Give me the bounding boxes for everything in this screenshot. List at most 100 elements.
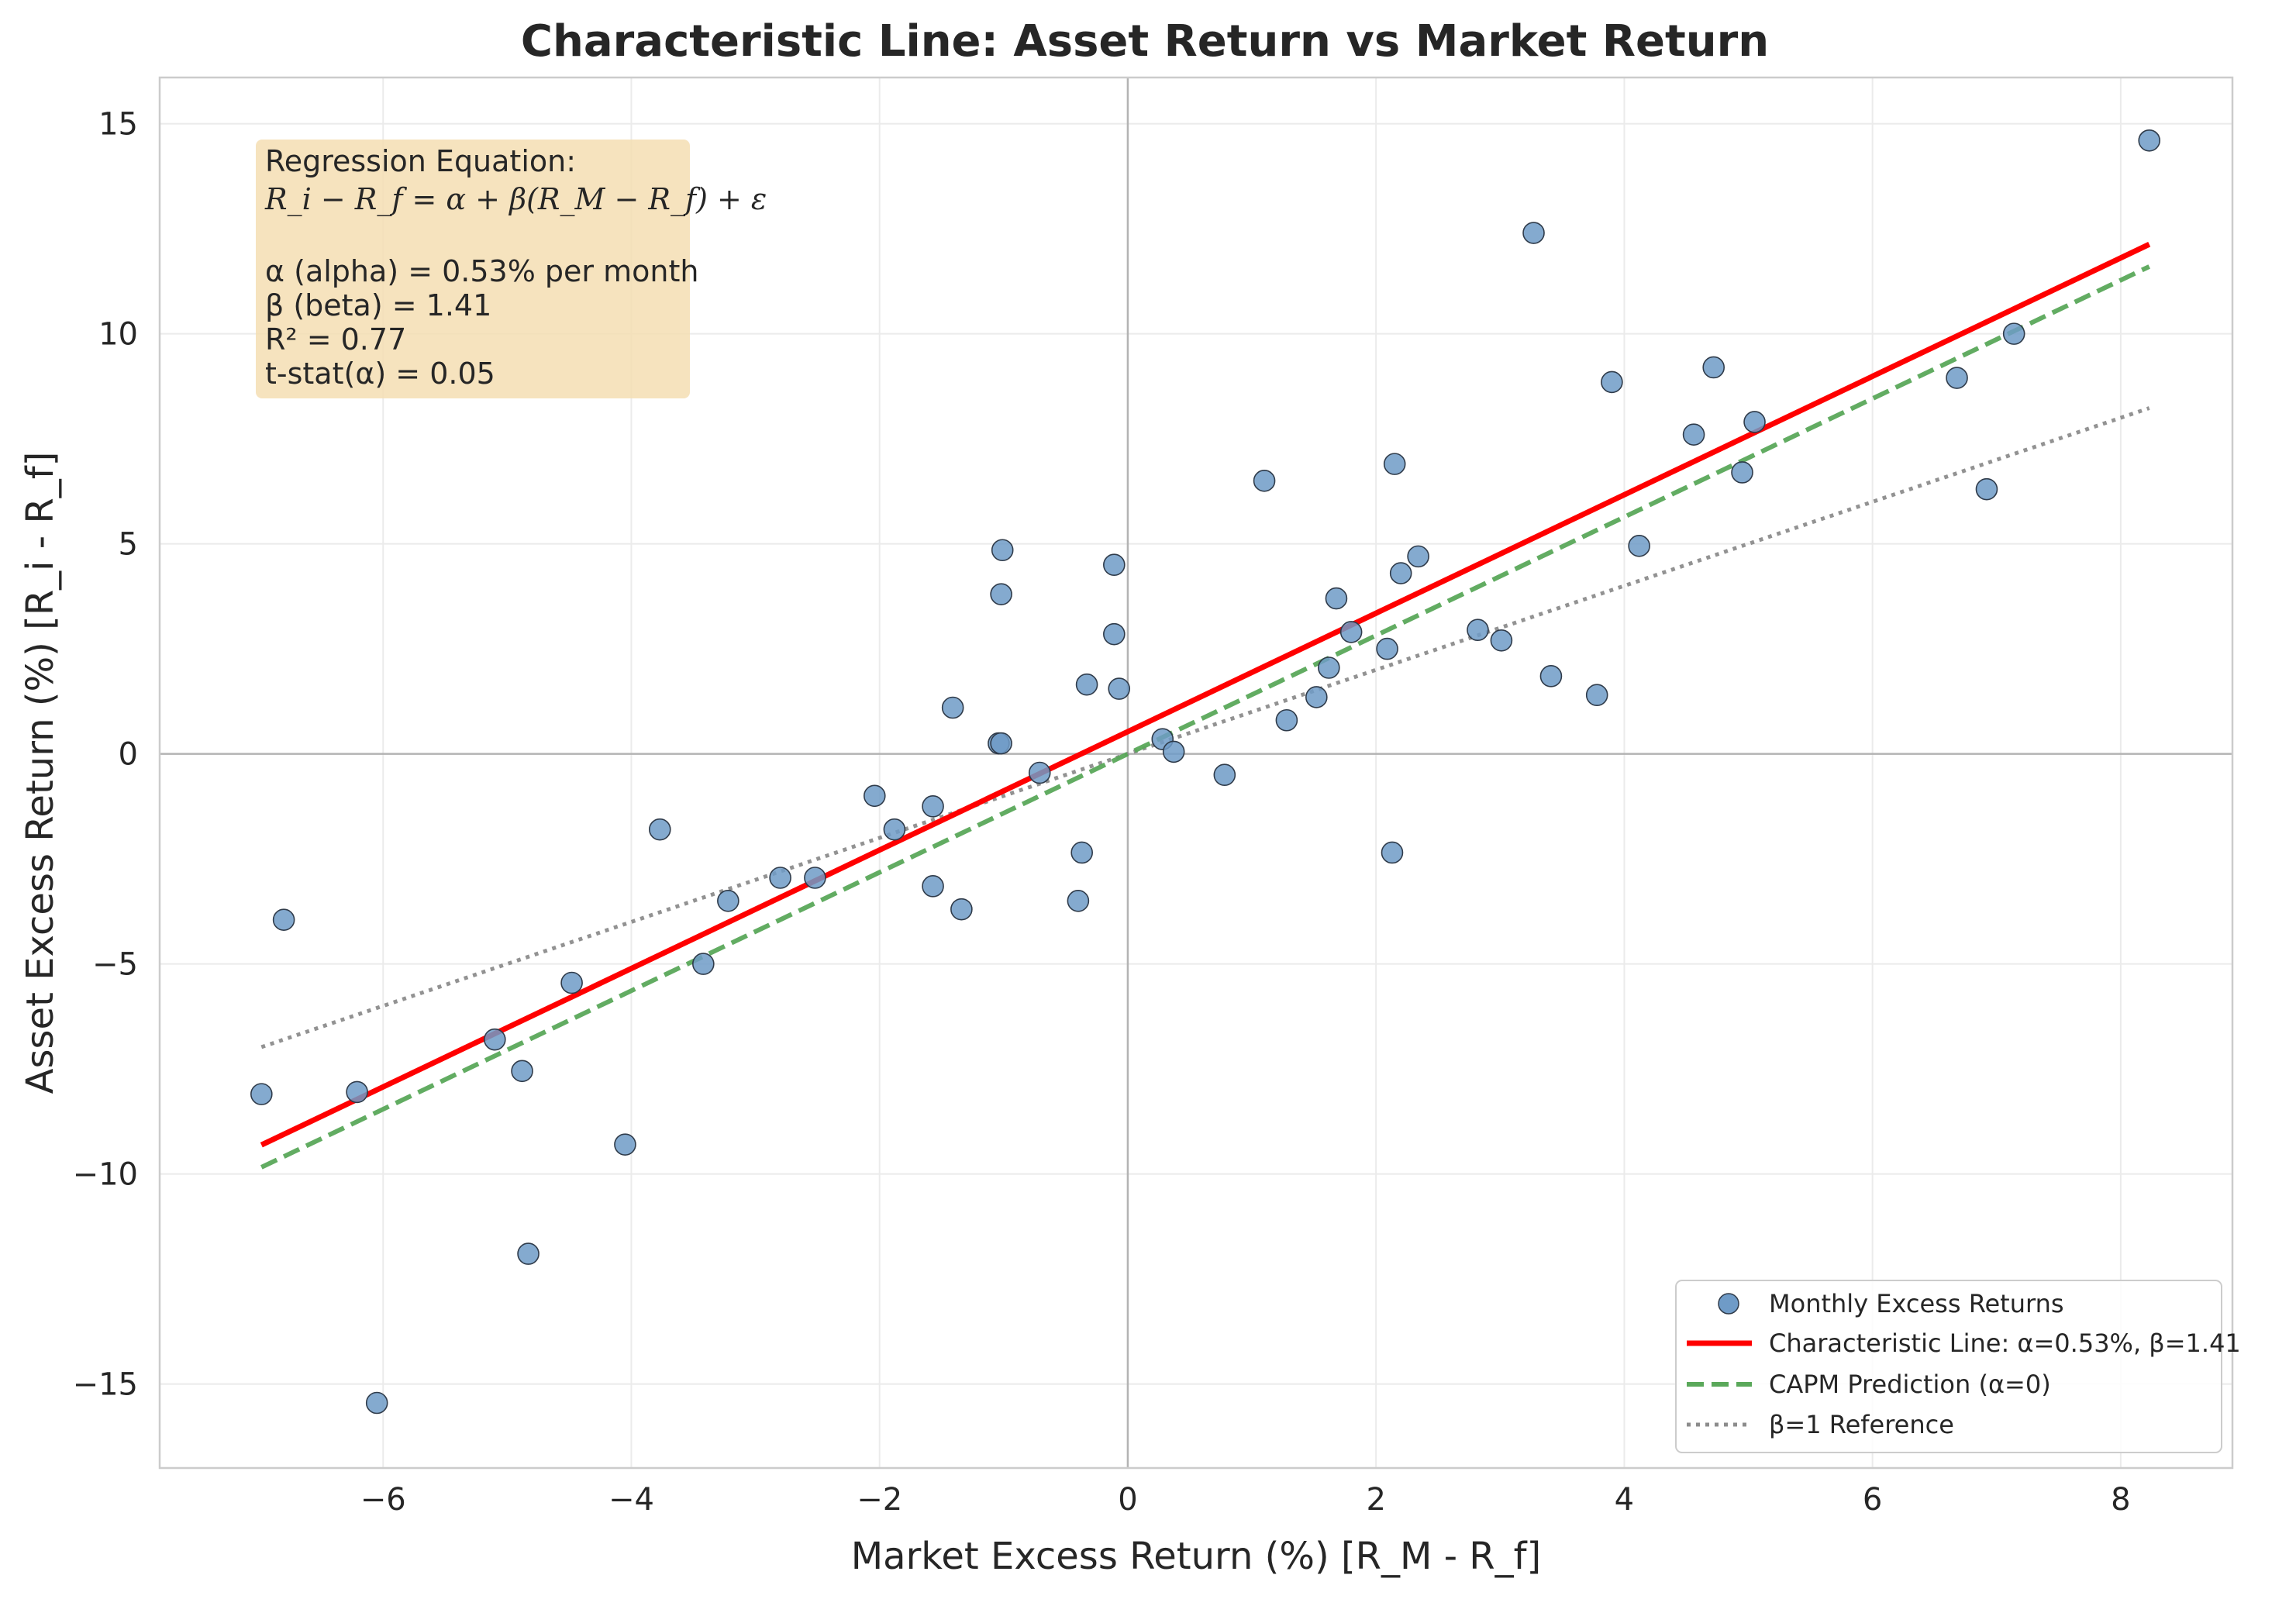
x-tick-label: 0: [1118, 1482, 1137, 1518]
lines-layer: [260, 242, 2151, 1170]
beta-one-reference-line: [260, 406, 2150, 1049]
grid-lines: [160, 78, 2232, 1468]
data-point: [648, 818, 671, 841]
data-point: [484, 1028, 506, 1051]
x-tick-label: −4: [608, 1482, 654, 1518]
data-point: [2138, 129, 2161, 152]
data-point: [1305, 686, 1328, 708]
legend-box: [1675, 1280, 2222, 1453]
data-point: [250, 1083, 273, 1105]
y-tick-label: −5: [92, 947, 138, 983]
legend-marker-points: [1718, 1293, 1739, 1315]
data-point: [1467, 619, 1489, 642]
data-point: [990, 732, 1012, 755]
data-point: [614, 1133, 636, 1156]
plot-frame: [158, 76, 2234, 1470]
x-tick-label: −2: [857, 1482, 902, 1518]
data-point: [365, 1391, 388, 1415]
data-point: [1339, 621, 1363, 643]
data-point: [1946, 367, 1968, 389]
data-point: [560, 971, 583, 994]
scatter-points: [250, 129, 2161, 1415]
data-point: [991, 539, 1014, 562]
x-tick-label: 6: [1863, 1482, 1882, 1518]
data-point: [1383, 453, 1406, 475]
data-point: [1731, 461, 1753, 484]
data-point: [1522, 222, 1545, 244]
legend-label-reference-line: β=1 Reference: [1769, 1410, 1954, 1439]
data-point: [1381, 841, 1404, 864]
data-point: [1490, 629, 1513, 652]
data-point: [1376, 637, 1398, 660]
x-tick-label: 8: [2111, 1482, 2130, 1518]
regression-info-box: Regression Equation: R_i − R_f = α + β(R…: [256, 140, 767, 398]
data-point: [717, 890, 739, 912]
zero-axis-lines: [160, 78, 2232, 1468]
x-axis-ticks: −6 −4 −2 0 2 4 6 8: [360, 1482, 2131, 1518]
data-point: [1103, 553, 1126, 577]
data-point: [1213, 763, 1236, 787]
y-axis-ticks: −15 −10 −5 0 5 10 15: [73, 107, 138, 1403]
data-point: [2002, 322, 2025, 345]
data-point: [1318, 656, 1340, 679]
x-axis-label: Market Excess Return (%) [R_M - R_f]: [851, 1535, 1542, 1578]
x-tick-label: −6: [360, 1482, 406, 1518]
y-tick-label: 5: [119, 527, 138, 563]
data-point: [1539, 665, 1563, 688]
data-point: [692, 953, 715, 975]
data-point: [941, 696, 964, 719]
data-point: [517, 1242, 540, 1265]
data-point: [990, 583, 1012, 605]
data-point: [769, 867, 791, 889]
data-point: [922, 875, 944, 898]
beta-value: β (beta) = 1.41: [265, 288, 491, 322]
t-stat-value: t-stat(α) = 0.05: [265, 357, 495, 391]
regression-heading: Regression Equation:: [265, 144, 576, 178]
capm-prediction-line: [260, 264, 2151, 1170]
data-point: [1028, 761, 1051, 784]
y-axis-label: Asset Excess Return (%) [R_i - R_f]: [19, 452, 62, 1094]
data-point: [1975, 477, 1998, 501]
x-tick-label: 2: [1366, 1482, 1385, 1518]
data-point: [1075, 673, 1098, 696]
y-tick-label: 0: [119, 737, 138, 773]
alpha-value: α (alpha) = 0.53% per month: [265, 254, 698, 288]
y-tick-label: −10: [73, 1157, 138, 1193]
regression-box-background: [256, 140, 690, 398]
data-point: [1702, 356, 1725, 379]
y-tick-label: −15: [73, 1367, 138, 1403]
regression-equation: R_i − R_f = α + β(R_M − R_f) + ε: [264, 182, 767, 217]
characteristic-line: [260, 242, 2151, 1148]
legend-label-capm-line: CAPM Prediction (α=0): [1769, 1370, 2051, 1399]
data-point: [883, 818, 906, 841]
chart-title: Characteristic Line: Asset Return vs Mar…: [521, 16, 1769, 67]
legend-label-points: Monthly Excess Returns: [1769, 1289, 2064, 1318]
data-point: [922, 795, 944, 818]
data-point: [1275, 708, 1298, 732]
legend-label-characteristic-line: Characteristic Line: α=0.53%, β=1.41: [1769, 1328, 2241, 1358]
data-point: [1585, 684, 1608, 707]
data-point: [1601, 370, 1623, 394]
y-tick-label: 10: [98, 317, 138, 353]
data-point: [1070, 841, 1093, 864]
r-squared-value: R² = 0.77: [265, 322, 406, 357]
data-point: [511, 1060, 533, 1083]
data-point: [346, 1080, 368, 1104]
data-point: [1628, 535, 1650, 557]
data-point: [1108, 677, 1131, 700]
data-point: [1103, 622, 1126, 646]
data-point: [950, 898, 973, 921]
y-tick-label: 15: [98, 107, 138, 143]
x-tick-label: 4: [1615, 1482, 1634, 1518]
data-point: [1325, 587, 1348, 610]
data-point: [1407, 545, 1429, 568]
data-point: [1067, 890, 1090, 912]
data-point: [1253, 470, 1276, 492]
data-point: [1743, 411, 1766, 433]
data-point: [272, 908, 295, 931]
data-point: [863, 784, 886, 808]
legend: Monthly Excess Returns Characteristic Li…: [1675, 1280, 2241, 1453]
data-point: [804, 867, 826, 889]
data-point: [1162, 740, 1185, 763]
